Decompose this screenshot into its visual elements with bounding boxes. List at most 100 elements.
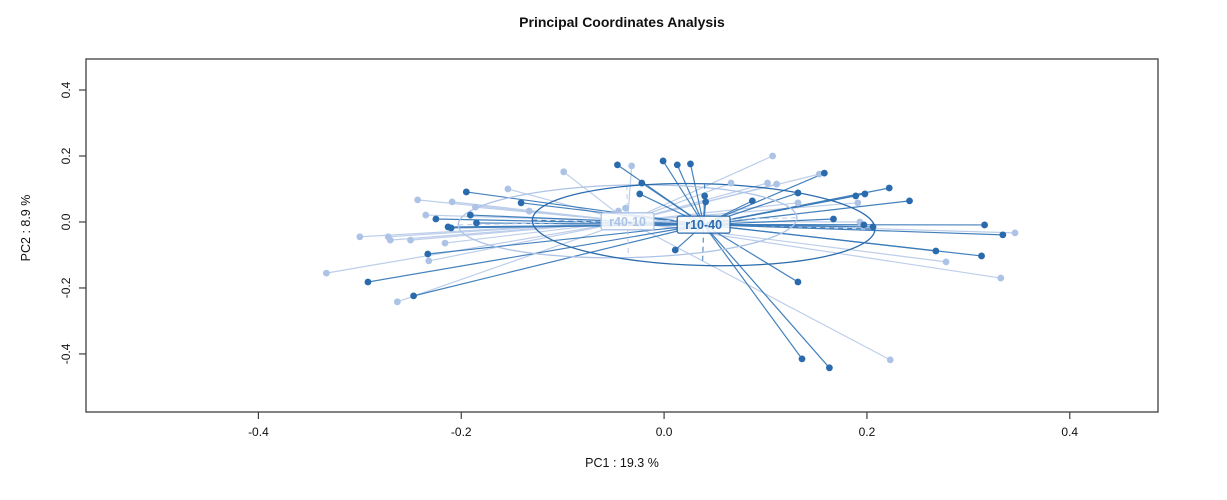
data-point-r40-10 (628, 162, 636, 170)
data-point-r40-10 (815, 170, 823, 178)
data-point-r40-10 (472, 203, 479, 211)
data-point-r40-10 (854, 199, 862, 207)
data-point-r40-10 (407, 236, 414, 244)
data-point-r40-10 (504, 185, 512, 193)
data-point-r40-10 (448, 198, 456, 206)
data-point-r10-40 (981, 221, 988, 229)
spider-line-r10-40 (703, 224, 803, 360)
y-axis-title: PC2 : 8.9 % (19, 194, 33, 262)
data-point-r40-10 (560, 168, 568, 176)
x-tick-label: -0.4 (248, 425, 269, 439)
centroid-label-r10-40: r10-40 (685, 218, 722, 232)
centroid-label-box-r40-10 (600, 212, 655, 231)
spider-line-r10-40 (676, 164, 705, 225)
spider-line-r40-10 (326, 220, 628, 274)
data-point-r40-10 (769, 152, 777, 160)
data-point-r10-40 (702, 198, 710, 206)
data-point-r40-10 (356, 233, 364, 241)
data-point-r40-10 (1011, 229, 1019, 237)
chart-title: Principal Coordinates Analysis (519, 14, 725, 30)
data-point-r10-40 (517, 199, 525, 207)
data-point-r10-40 (860, 221, 868, 229)
data-point-r40-10 (764, 179, 771, 187)
data-point-r10-40 (826, 364, 833, 372)
data-point-r40-10 (773, 180, 781, 188)
data-point-r10-40 (794, 278, 802, 286)
data-point-r40-10 (414, 196, 422, 204)
data-point-r40-10 (727, 179, 735, 187)
y-tick-label: -0.2 (59, 277, 73, 298)
x-axis-title: PC1 : 19.3 % (585, 456, 659, 470)
data-point-r10-40 (999, 231, 1007, 239)
data-point-r10-40 (830, 215, 837, 223)
data-point-r10-40 (466, 211, 474, 219)
data-point-r10-40 (885, 184, 893, 192)
data-point-r40-10 (622, 204, 629, 212)
x-tick-label: 0.0 (656, 425, 673, 439)
spider-line-r40-10 (444, 220, 628, 244)
y-tick-label: 0.4 (59, 81, 73, 98)
data-point-r10-40 (701, 192, 709, 200)
spider-line-r10-40 (703, 224, 936, 252)
spider-line-r40-10 (410, 220, 628, 241)
data-point-r10-40 (462, 188, 470, 196)
data-point-r10-40 (364, 278, 372, 286)
data-point-r10-40 (820, 169, 828, 177)
data-point-r10-40 (861, 190, 869, 198)
data-point-r10-40 (978, 252, 985, 260)
y-tick-label: 0.0 (59, 213, 73, 230)
data-point-r40-10 (794, 199, 802, 207)
data-point-r40-10 (441, 239, 449, 247)
spider-line-r40-10 (627, 173, 820, 222)
spider-line-r10-40 (662, 160, 705, 225)
data-point-r40-10 (422, 211, 430, 219)
plot-frame (85, 58, 1159, 413)
x-tick-label: 0.2 (859, 425, 876, 439)
centroid-label-box-r10-40 (676, 215, 731, 234)
x-tick-label: 0.4 (1061, 425, 1078, 439)
spider-line-r40-10 (627, 155, 773, 222)
spider-line-r40-10 (627, 220, 891, 361)
data-point-r40-10 (525, 207, 533, 215)
centroid-label-r40-10: r40-10 (609, 215, 646, 229)
data-point-r10-40 (614, 161, 621, 169)
data-point-r10-40 (687, 160, 694, 168)
data-point-r10-40 (794, 189, 802, 197)
confidence-ellipse-r40-10 (457, 184, 798, 259)
spider-line-r40-10 (627, 220, 860, 223)
data-point-r40-10 (942, 258, 950, 266)
spider-line-r10-40 (451, 224, 704, 229)
data-point-r10-40 (798, 355, 806, 363)
spider-line-r40-10 (397, 220, 628, 303)
data-point-r40-10 (425, 257, 433, 265)
data-point-r10-40 (673, 161, 681, 169)
data-point-r10-40 (671, 246, 679, 254)
spider-line-r10-40 (703, 224, 830, 369)
data-point-r40-10 (393, 298, 401, 306)
spider-line-r40-10 (428, 220, 628, 262)
data-point-r10-40 (638, 179, 646, 187)
data-point-r40-10 (886, 356, 894, 364)
spider-line-r10-40 (703, 224, 799, 283)
data-point-r10-40 (447, 224, 455, 232)
spider-line-r10-40 (689, 163, 705, 225)
data-point-r10-40 (432, 215, 440, 223)
spider-line-r10-40 (470, 214, 704, 226)
data-point-r10-40 (748, 197, 756, 205)
spider-line-r10-40 (427, 224, 704, 255)
data-point-r10-40 (473, 219, 480, 227)
data-point-r10-40 (410, 292, 417, 300)
data-point-r10-40 (932, 247, 940, 255)
data-point-r10-40 (906, 197, 913, 205)
data-point-r10-40 (636, 190, 644, 198)
data-point-r10-40 (869, 223, 877, 231)
data-point-r40-10 (997, 274, 1005, 282)
spider-line-r10-40 (703, 200, 910, 226)
x-tick-label: -0.2 (451, 425, 472, 439)
data-point-r40-10 (386, 236, 394, 244)
spider-line-r10-40 (703, 224, 1003, 236)
data-point-r40-10 (322, 269, 330, 277)
y-tick-label: 0.2 (59, 147, 73, 164)
spider-line-r10-40 (413, 224, 704, 297)
